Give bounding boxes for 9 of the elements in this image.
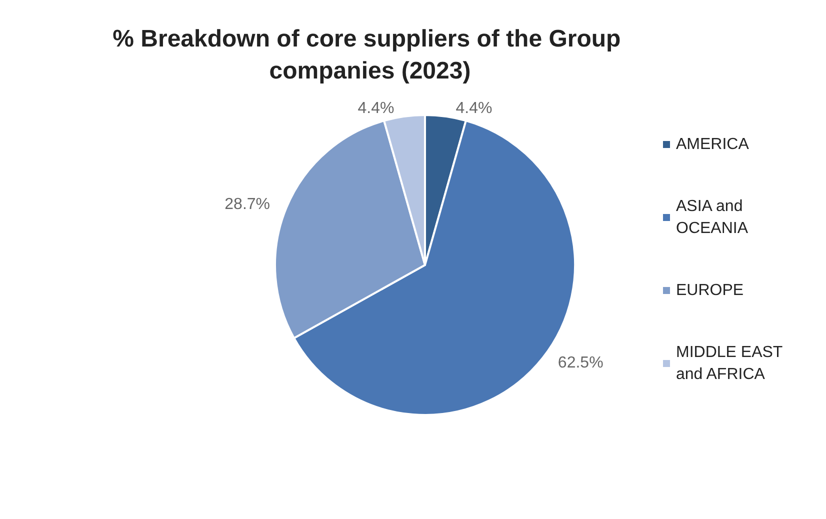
data-label: 28.7% <box>224 196 270 214</box>
legend-label: AMERICA <box>676 136 750 153</box>
legend-label: EUROPE <box>676 282 744 299</box>
data-label: 62.5% <box>558 354 604 372</box>
data-label: 4.4% <box>456 100 492 118</box>
legend-label: ASIA and OCEANIA <box>676 198 748 237</box>
data-label: 4.4% <box>358 100 394 118</box>
legend-label: MIDDLE EAST and AFRICA <box>676 344 787 383</box>
chart-title: % Breakdown of core suppliers of the Group companies (2023) <box>112 26 628 84</box>
